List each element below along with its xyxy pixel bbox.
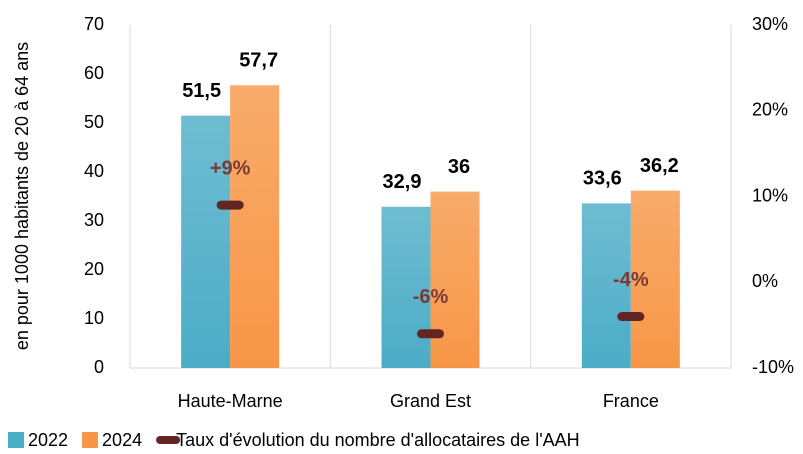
bar xyxy=(581,203,631,368)
bar xyxy=(381,206,431,368)
y-tick-label: 50 xyxy=(84,112,104,132)
marker-label: -6% xyxy=(413,286,449,308)
marker-label: +9% xyxy=(210,157,251,179)
legend-label: Taux d'évolution du nombre d'allocataire… xyxy=(176,430,580,450)
y-tick-label: 70 xyxy=(84,14,104,34)
y-tick-label: 60 xyxy=(84,63,104,83)
y2-tick-label: 20% xyxy=(752,100,788,120)
legend-swatch xyxy=(8,432,24,448)
y-tick-label: 40 xyxy=(84,161,104,181)
bar xyxy=(230,85,280,369)
y-tick-label: 20 xyxy=(84,259,104,279)
y2-tick-label: 0% xyxy=(752,271,778,291)
x-tick-label: Haute-Marne xyxy=(178,391,283,411)
value-label: 57,7 xyxy=(239,50,278,72)
legend-label: 2022 xyxy=(28,430,68,450)
marker-label: -4% xyxy=(613,269,649,291)
bar xyxy=(430,191,480,368)
value-label: 36 xyxy=(448,156,470,178)
value-label: 36,2 xyxy=(640,155,679,177)
y-axis-label: en pour 1000 habitants de 20 à 64 ans xyxy=(12,41,32,351)
x-tick-label: Grand Est xyxy=(390,391,471,411)
x-tick-label: France xyxy=(603,391,659,411)
value-label: 33,6 xyxy=(583,168,622,190)
y2-tick-label: 10% xyxy=(752,185,788,205)
y-tick-label: 30 xyxy=(84,210,104,230)
value-label: 32,9 xyxy=(383,171,422,193)
legend-label: 2024 xyxy=(102,430,142,450)
bar xyxy=(630,190,680,368)
y-tick-label: 10 xyxy=(84,308,104,328)
bar xyxy=(181,115,231,369)
y2-tick-label: -10% xyxy=(752,357,794,377)
y-tick-label: 0 xyxy=(94,357,104,377)
legend-swatch xyxy=(82,432,99,448)
y2-tick-label: 30% xyxy=(752,14,788,34)
value-label: 51,5 xyxy=(182,80,221,102)
